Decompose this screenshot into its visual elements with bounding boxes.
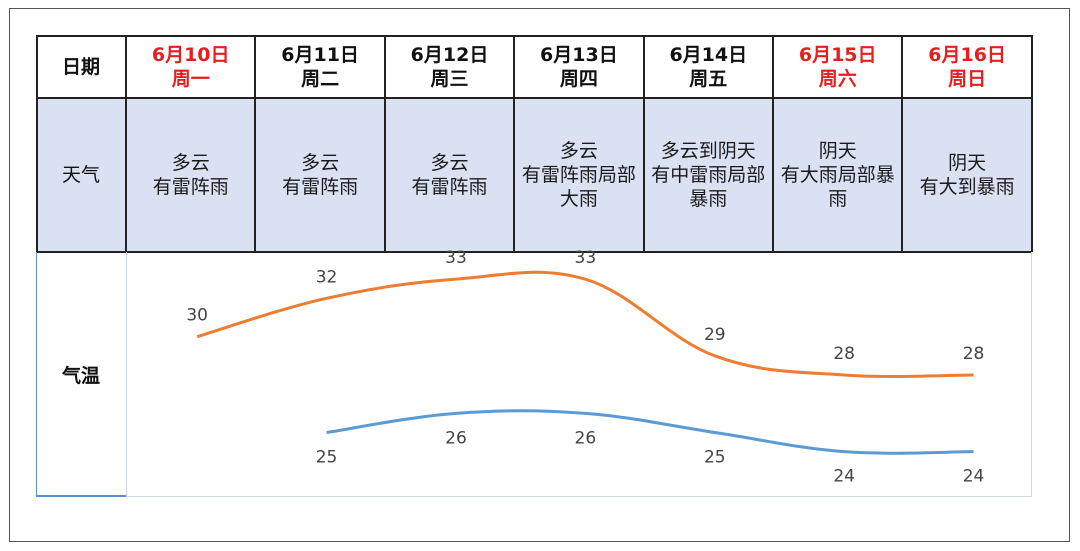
- high-temp-label: 30: [186, 306, 208, 326]
- weather-text-line: 有中雷雨局部: [651, 164, 766, 186]
- weather-text-line: 有雷阵雨: [411, 176, 488, 198]
- table-left-border: [36, 35, 38, 252]
- weather-text-line: 有大到暴雨: [919, 176, 1015, 198]
- date-header: 6月13日 周四: [514, 35, 643, 98]
- weekday-text: 周六: [818, 67, 857, 90]
- date-text: 6月10日: [151, 43, 230, 66]
- low-temp-label: 26: [445, 428, 467, 448]
- date-text: 6月11日: [281, 43, 359, 66]
- high-temp-label: 32: [316, 267, 338, 287]
- date-header: 6月15日 周六: [773, 35, 902, 98]
- column-divider: [254, 35, 256, 252]
- temp-label-bottom-border: [36, 495, 126, 497]
- low-temp-label: 25: [316, 448, 338, 468]
- high-temp-line: [196, 270, 974, 379]
- date-header: 6月11日 周二: [255, 35, 384, 98]
- row-label-weather: 天气: [36, 98, 126, 252]
- date-text: 6月15日: [798, 43, 877, 66]
- date-header: 6月16日 周日: [902, 35, 1031, 98]
- high-temp-label: 28: [833, 344, 855, 364]
- temp-label-left-border: [36, 252, 37, 497]
- high-temp-label: 29: [704, 325, 726, 345]
- weekday-text: 周五: [689, 67, 728, 90]
- high-temp-label: 28: [963, 344, 985, 364]
- low-temp-label: 25: [704, 448, 726, 468]
- weekday-text: 周一: [171, 67, 210, 90]
- low-temp-label: 24: [833, 467, 855, 487]
- column-divider: [384, 35, 386, 252]
- temp-area-border: [126, 252, 1032, 497]
- column-divider: [643, 35, 645, 252]
- weather-text-line: 有大雨局部暴: [780, 164, 895, 186]
- column-divider: [513, 35, 515, 252]
- table-top-border: [36, 35, 1032, 37]
- date-text: 6月13日: [540, 43, 618, 66]
- weather-text-line: 多云: [559, 140, 598, 162]
- date-header: 6月14日 周五: [644, 35, 773, 98]
- column-divider: [1031, 35, 1033, 252]
- weather-text-line: 有雷阵雨局部: [521, 164, 636, 186]
- weather-text-line: 多云到阴天: [660, 140, 756, 162]
- weather-text-line: 阴天: [818, 140, 857, 162]
- weather-bottom-border: [36, 251, 1032, 253]
- weather-cell: 多云 有雷阵雨: [126, 98, 256, 252]
- header-bottom-border: [36, 97, 1032, 99]
- weather-text-line: 有雷阵雨: [282, 176, 359, 198]
- weather-cell: 多云到阴天 有中雷雨局部 暴雨: [643, 98, 773, 252]
- weather-text-line: 阴天: [948, 152, 987, 174]
- column-divider: [901, 35, 903, 252]
- weekday-text: 周日: [948, 67, 987, 90]
- weather-text-line: 多云: [301, 152, 340, 174]
- weather-forecast-table: 日期 天气 气温 6月10日 周一 多云 有雷阵雨 6月11日 周二 多云 有雷阵雨 6月12日 周三多…: [36, 35, 1033, 497]
- weather-text-line: 大雨: [559, 188, 598, 210]
- high-temp-label: 33: [575, 248, 597, 268]
- weekday-text: 周四: [559, 67, 598, 90]
- weekday-text: 周三: [430, 67, 469, 90]
- row-label-date: 日期: [61, 55, 100, 78]
- date-text: 6月16日: [928, 43, 1006, 66]
- column-divider: [772, 35, 774, 252]
- low-temp-label: 24: [963, 467, 985, 487]
- weather-cell: 阴天 有大到暴雨: [902, 98, 1032, 252]
- high-temp-label: 33: [445, 248, 467, 268]
- weather-text-line: 多云: [171, 152, 210, 174]
- date-header: 6月12日 周三: [385, 35, 514, 98]
- low-temp-line: [326, 409, 974, 455]
- weather-text-line: 多云: [430, 152, 469, 174]
- row-label-temp: 气温: [61, 365, 100, 387]
- weather-text-line: 暴雨: [689, 188, 728, 210]
- weather-text-line: 雨: [828, 188, 848, 210]
- weather-text-line: 有雷阵雨: [152, 176, 229, 198]
- weather-cell: 多云 有雷阵雨局部 大雨: [514, 98, 644, 252]
- weather-cell: 多云 有雷阵雨: [384, 98, 515, 252]
- column-divider: [125, 35, 127, 252]
- weather-cell: 阴天 有大雨局部暴雨: [773, 98, 903, 252]
- date-text: 6月14日: [669, 43, 748, 66]
- low-temp-label: 26: [575, 428, 597, 448]
- date-header: 6月10日 周一: [126, 35, 255, 98]
- weekday-text: 周二: [301, 67, 340, 90]
- weather-cell: 多云 有雷阵雨: [255, 98, 385, 252]
- temperature-chart: 30 32 33 33 29 28 28 25 26 26 25 24 24: [186, 248, 985, 487]
- date-text: 6月12日: [410, 43, 489, 66]
